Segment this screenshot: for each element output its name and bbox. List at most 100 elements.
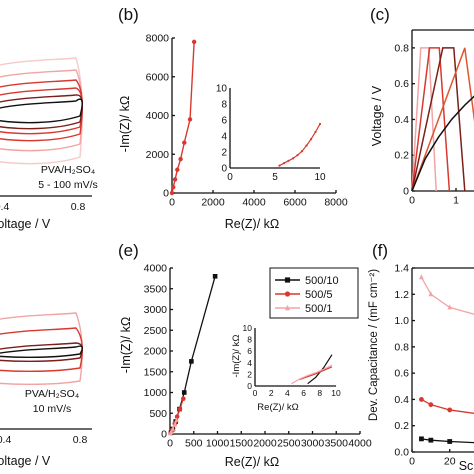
panel-f-series-line — [420, 276, 474, 315]
panel-e-data-point — [172, 421, 178, 427]
panel-c-plot: 0 1 0 0.2 0.4 0.6 0.8 — [394, 29, 474, 207]
panel-e-y-tick-label: 4000 — [144, 263, 168, 275]
panel-e-x-axis-label: Re(Z)/ kΩ — [225, 455, 279, 469]
panel-e-x-tick-label: 0 — [167, 438, 173, 450]
panel-b-inset-point — [282, 162, 286, 165]
panel-f-y-tick-label: 0.6 — [394, 368, 409, 380]
panel-c-y-tick-label: 0.4 — [394, 114, 409, 126]
panel-b-inset-x-tick-label: 10 — [314, 172, 326, 183]
panel-f-y-axis-label: Dev. Capacitance / (mF cm⁻²) — [368, 269, 380, 421]
panel-b-inset-point — [278, 164, 281, 167]
panel-e-legend-marker — [284, 277, 291, 283]
panel-e-x-tick-label: 2500 — [277, 438, 301, 450]
panel-e-data-point — [181, 396, 186, 402]
panel-b-x-tick-label: 8000 — [324, 197, 348, 209]
panel-e-data-point — [189, 359, 194, 364]
panel-e-y-tick-label: 1000 — [144, 387, 168, 399]
panel-b-inset-point — [291, 157, 295, 160]
panel-e-y-tick-label: 3000 — [144, 304, 168, 316]
panel-e-legend-label: 500/5 — [305, 289, 333, 301]
panel-c-series-line — [411, 47, 451, 192]
panel-b: (b) 0 2000 4000 6000 8000 0 2000 4000 6000 8000 0… — [118, 5, 348, 231]
panel-e-inset-y-tick-label: 8 — [247, 335, 252, 345]
panel-a-electrolyte-label: PVA/H₂SO₄ — [41, 164, 95, 176]
panel-a-cv-curves — [0, 57, 83, 165]
panel-d: PVA/H₂SO₄ 10 mV/s 0.4 0.8 Voltage / V — [0, 312, 92, 468]
panel-d-electrolyte-label: PVA/H₂SO₄ — [25, 388, 79, 400]
panel-f-x-tick-label: 0 — [409, 456, 415, 468]
panel-d-cv-curves — [0, 312, 83, 386]
panel-b-y-tick-label: 0 — [163, 188, 169, 200]
panel-b-data-point — [178, 156, 183, 162]
panel-e-x-tick-label: 1000 — [206, 438, 230, 450]
panel-b-x-tick-label: 0 — [169, 197, 175, 209]
panel-b-inset-y-tick-label: 8 — [221, 100, 227, 111]
panel-e-data-point — [177, 406, 183, 412]
panel-f-data-point — [428, 402, 434, 408]
panel-e-inset-x-tick-label: 4 — [285, 388, 290, 398]
panel-c-y-tick-label: 0.6 — [394, 78, 409, 90]
panel-f-data-point — [447, 439, 453, 444]
panel-e-x-tick-label: 3500 — [325, 438, 349, 450]
panel-e-legend-marker — [284, 291, 291, 297]
panel-e-y-tick-label: 0 — [161, 429, 167, 441]
panel-b-inset-point — [318, 122, 322, 126]
panel-c-series-line — [411, 47, 466, 192]
panel-e-data-point — [174, 417, 179, 423]
panel-b-inset-y-tick-label: 6 — [221, 116, 227, 127]
panel-f-y-tick-label: 1.0 — [394, 315, 409, 327]
panel-e-y-tick-label: 2000 — [144, 346, 168, 358]
panel-e-inset-series — [307, 354, 333, 385]
panel-f-plot: 0 20 0.0 0.2 0.4 0.6 0.8 1.0 1.2 1.4 — [394, 263, 474, 468]
panel-f-y-tick-label: 1.4 — [394, 263, 409, 275]
panel-f-data-point — [447, 407, 453, 413]
panel-e-inset-x-tick-label: 6 — [301, 388, 306, 398]
panel-b-y-tick-label: 6000 — [146, 71, 170, 83]
panel-b-inset-y-tick-label: 0 — [221, 164, 227, 175]
panel-b-y-axis-label: -Im(Z)/ kΩ — [118, 96, 132, 153]
panel-e-x-tick-label: 2000 — [253, 438, 277, 450]
panel-a-cv-loop — [0, 94, 83, 130]
panel-e: (e) 0 500 1000 1500 2000 2500 3000 3500 40000500… — [118, 241, 372, 469]
panel-b-inset-y-tick-label: 2 — [221, 148, 227, 159]
panel-c-x-tick-label: 0 — [409, 195, 415, 207]
panel-b-x-tick-label: 6000 — [283, 197, 307, 209]
panel-e-x-tick-label: 500 — [185, 438, 203, 450]
panel-b-y-tick-label: 4000 — [146, 110, 170, 122]
panel-e-x-tick-label: 3000 — [301, 438, 325, 450]
panel-e-legend: 500/10 500/5 500/1 — [269, 267, 359, 319]
panel-c-x-tick-label: 1 — [453, 195, 459, 207]
panel-e-inset-x-tick-label: 2 — [269, 388, 274, 398]
panel-f-x-tick-label: 20 — [444, 456, 456, 468]
panel-e-data-point — [170, 426, 176, 431]
panel-e-legend-label: 500/1 — [305, 303, 333, 315]
panel-b-inset-y-tick-label: 10 — [216, 84, 228, 95]
panel-b-inset-point — [309, 138, 313, 141]
panel-d-cv-loop — [0, 327, 83, 373]
panel-b-y-tick-label: 2000 — [146, 149, 170, 161]
panel-b-data-point — [187, 117, 193, 122]
panel-b-inset-point — [305, 144, 308, 147]
panel-c-y-tick-label: 0 — [403, 186, 409, 198]
panel-c-y-tick-label: 0.2 — [394, 150, 409, 162]
panel-f: (f) 0 20 0.0 0.2 0.4 0.6 0.8 1.0 1.2 1.4 Dev. Cap… — [368, 241, 474, 473]
panel-a-x-axis-label: Voltage / V — [0, 217, 51, 231]
panel-e-inset-y-label: -Im(Z)/ kΩ — [231, 335, 242, 378]
panel-b-inset: 0 5 10 0 2 4 6 8 10 — [216, 84, 326, 184]
panel-c-y-tick-label: 0.8 — [394, 42, 409, 54]
panel-e-x-tick-label: 1500 — [230, 438, 254, 450]
panel-b-data-point — [169, 190, 175, 196]
panel-b-letter: (b) — [118, 5, 139, 24]
panel-b-inset-point — [296, 154, 299, 157]
panel-b-data-point — [172, 177, 178, 182]
panel-e-data-point — [174, 414, 180, 419]
panel-e-y-tick-label: 2500 — [144, 325, 168, 337]
panel-b-plot: 0 2000 4000 6000 8000 0 2000 4000 6000 8000 — [146, 33, 348, 209]
panel-f-data-point — [419, 274, 424, 280]
panel-f-data-point — [419, 397, 424, 402]
panel-f-y-tick-label: 0.0 — [394, 447, 409, 459]
panel-b-inset-x-tick-label: 5 — [272, 172, 278, 183]
panel-f-series-line — [421, 398, 474, 414]
panel-f-data-point — [447, 304, 453, 310]
